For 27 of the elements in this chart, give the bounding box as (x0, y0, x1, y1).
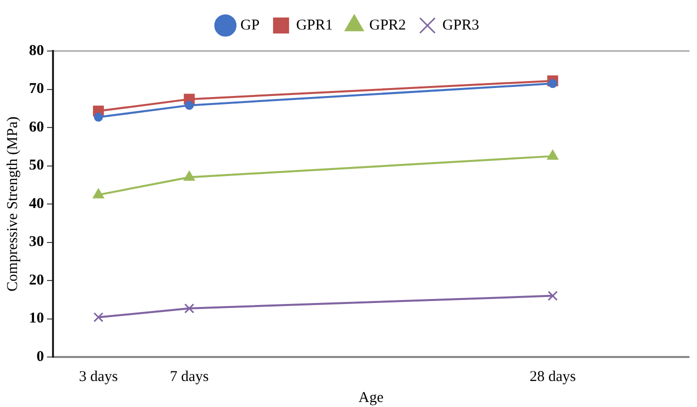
y-tick-label: 10 (29, 310, 44, 327)
point (92, 188, 104, 198)
legend-label: GPR3 (442, 17, 480, 34)
point (547, 150, 558, 160)
x-tick-label: 7 days (170, 368, 209, 385)
legend-label: GPR1 (296, 17, 333, 34)
y-tick-label: 30 (29, 234, 44, 250)
y-tick-label: 80 (29, 42, 44, 59)
point (548, 79, 558, 88)
point (184, 303, 194, 314)
y-tick-label: 60 (29, 119, 44, 136)
point (94, 112, 103, 122)
y-axis-title: Compressive Strength (MPa) (4, 116, 21, 292)
point (184, 100, 194, 110)
y-tick-label: 50 (29, 158, 44, 174)
point (93, 312, 104, 322)
y-tick-label: 40 (29, 196, 44, 212)
point (548, 290, 558, 301)
y-tick-label: 20 (29, 272, 44, 288)
x-tick-label: 28 days (530, 368, 576, 385)
point (184, 170, 195, 181)
legend-label: GP (240, 17, 260, 34)
x-tick-label: 3 days (79, 368, 118, 385)
y-tick-label: 0 (36, 348, 44, 365)
x-axis-title: Age (358, 390, 384, 406)
y-tick-label: 70 (29, 81, 44, 98)
legend-label: GPR2 (369, 17, 406, 34)
